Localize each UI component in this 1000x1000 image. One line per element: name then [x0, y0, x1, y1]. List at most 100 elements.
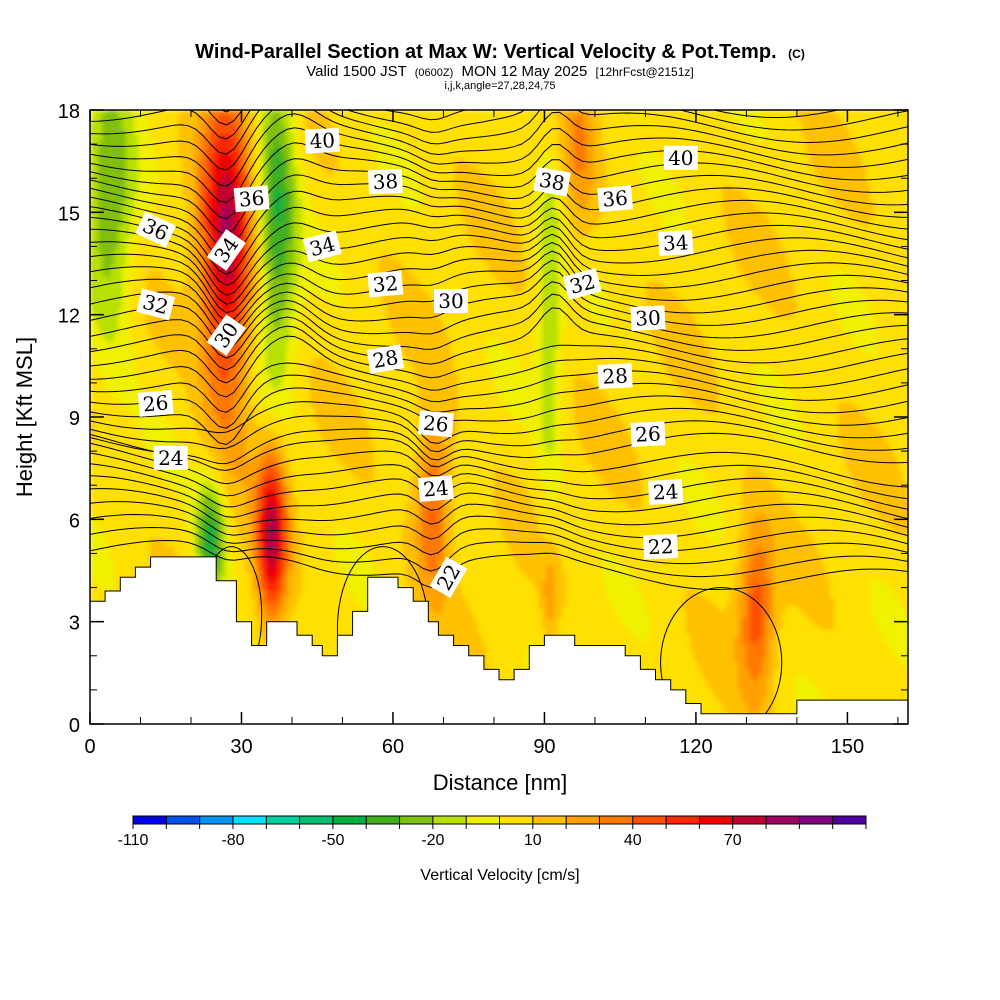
- isentrope-line: [90, 539, 908, 590]
- y-axis-label: Height [Kft MSL]: [12, 337, 37, 497]
- x-axis-label: Distance [nm]: [433, 770, 568, 795]
- isentrope-label-text: 24: [422, 476, 449, 502]
- isentrope-label: 40: [663, 145, 698, 170]
- isentrope-label: 30: [630, 305, 666, 331]
- isentrope-line: [90, 433, 908, 488]
- colorbar-swatch: [632, 816, 667, 824]
- isentrope-label: 36: [597, 185, 634, 213]
- isentrope-label-text: 26: [142, 390, 169, 416]
- isentrope-label: 24: [153, 445, 188, 470]
- colorbar-swatch: [799, 816, 833, 824]
- colorbar-swatch: [233, 816, 267, 824]
- isentrope-label: 38: [533, 166, 571, 197]
- colorbar-tick-label: -20: [421, 832, 444, 849]
- isentrope-label-text: 40: [668, 146, 693, 170]
- terrain-mask: [90, 556, 908, 724]
- isentrope-line: [207, 110, 841, 126]
- isentrope-label: 38: [367, 168, 404, 195]
- colorbar-swatch: [332, 816, 367, 824]
- isentrope-line: [90, 307, 908, 371]
- isentrope-label-text: 32: [372, 271, 399, 297]
- isentrope-line: [220, 110, 232, 113]
- colorbar-swatch: [832, 816, 867, 824]
- potential-temperature-contours: [90, 110, 908, 724]
- isentrope-label: 40: [304, 127, 340, 154]
- isentrope-line: [90, 110, 908, 140]
- isentrope-label-text: 24: [158, 446, 183, 470]
- isentrope-label: 22: [642, 533, 679, 560]
- isentrope-label: 24: [417, 475, 454, 503]
- colorbar-swatch: [299, 816, 334, 824]
- isentrope-line: [90, 475, 908, 528]
- isentrope-line: [90, 526, 908, 578]
- isentrope-line: [90, 225, 908, 296]
- isentrope-line: [90, 233, 908, 305]
- colorbar-swatch: [366, 816, 400, 824]
- chart-subtitle: Valid 1500 JST (0600Z) MON 12 May 2025 […: [306, 63, 694, 80]
- y-tick-label: 15: [58, 203, 80, 225]
- isentrope-line: [90, 325, 908, 384]
- isentrope-label: 26: [417, 410, 454, 438]
- isentrope-line: [90, 362, 908, 413]
- colorbar-swatch: [566, 816, 600, 824]
- y-tick-label: 6: [69, 510, 80, 532]
- isentrope-label: 36: [233, 185, 270, 213]
- isentrope-line: [90, 216, 908, 286]
- isentrope-label: 24: [647, 479, 684, 505]
- isentrope-line: [90, 110, 908, 155]
- isentrope-label-text: 36: [238, 186, 265, 212]
- isentrope-label: 26: [137, 389, 174, 417]
- colorbar-tick-label: -110: [118, 832, 149, 849]
- isentrope-label-text: 28: [602, 363, 629, 388]
- x-tick-label: 30: [230, 736, 252, 758]
- colorbar-tick-label: -80: [221, 832, 244, 849]
- isentrope-line: [90, 206, 908, 275]
- y-tick-label: 0: [69, 715, 80, 737]
- isentrope-line: [90, 113, 908, 187]
- isentrope-line: [90, 513, 908, 565]
- isentrope-label-text: 38: [537, 168, 566, 196]
- isentrope-label-text: 34: [662, 230, 689, 255]
- vertical-velocity-field: [90, 110, 908, 724]
- isentrope-line: [90, 442, 908, 500]
- isentrope-label-text: 28: [371, 345, 400, 373]
- isentrope-label-text: 40: [309, 128, 336, 153]
- colorbar: -110 -80 -50 -20 10 40 70: [118, 815, 867, 849]
- isentrope-line: [90, 415, 908, 453]
- isentrope-label-text: 24: [652, 479, 679, 504]
- colorbar-swatch: [599, 816, 634, 824]
- isentrope-label: 26: [630, 421, 666, 447]
- isentrope-label-text: 38: [372, 169, 399, 194]
- isentrope-line: [660, 587, 783, 724]
- isentrope-label: 34: [658, 230, 694, 256]
- isentrope-line: [90, 463, 908, 520]
- colorbar-swatch: [499, 816, 534, 824]
- isentrope-label: 32: [367, 270, 404, 298]
- isentrope-label-text: 26: [422, 411, 449, 437]
- isentrope-line: [90, 110, 908, 171]
- isentrope-line: [90, 428, 908, 465]
- y-tick-label: 18: [58, 101, 80, 123]
- x-tick-label: 90: [533, 736, 555, 758]
- colorbar-tick-label: 40: [624, 832, 642, 849]
- isentrope-line: [90, 293, 908, 359]
- isentrope-line: [90, 127, 908, 204]
- isentrope-line: [90, 387, 908, 446]
- isentrope-line: [90, 374, 908, 429]
- chart-title: Wind-Parallel Section at Max W: Vertical…: [195, 41, 805, 63]
- y-tick-label: 12: [58, 306, 80, 328]
- isentrope-label-text: 22: [647, 534, 674, 559]
- colorbar-swatch: [666, 816, 700, 824]
- isentrope-label-text: 26: [635, 421, 662, 446]
- colorbar-swatch: [266, 816, 300, 824]
- isentrope-label: 28: [366, 344, 405, 374]
- isentrope-line: [90, 452, 908, 510]
- isentrope-line: [90, 501, 908, 552]
- isentrope-label-text: 36: [601, 186, 628, 212]
- x-tick-label: 60: [382, 736, 404, 758]
- colorbar-tick-label: 70: [724, 832, 742, 849]
- colorbar-swatch: [766, 816, 800, 824]
